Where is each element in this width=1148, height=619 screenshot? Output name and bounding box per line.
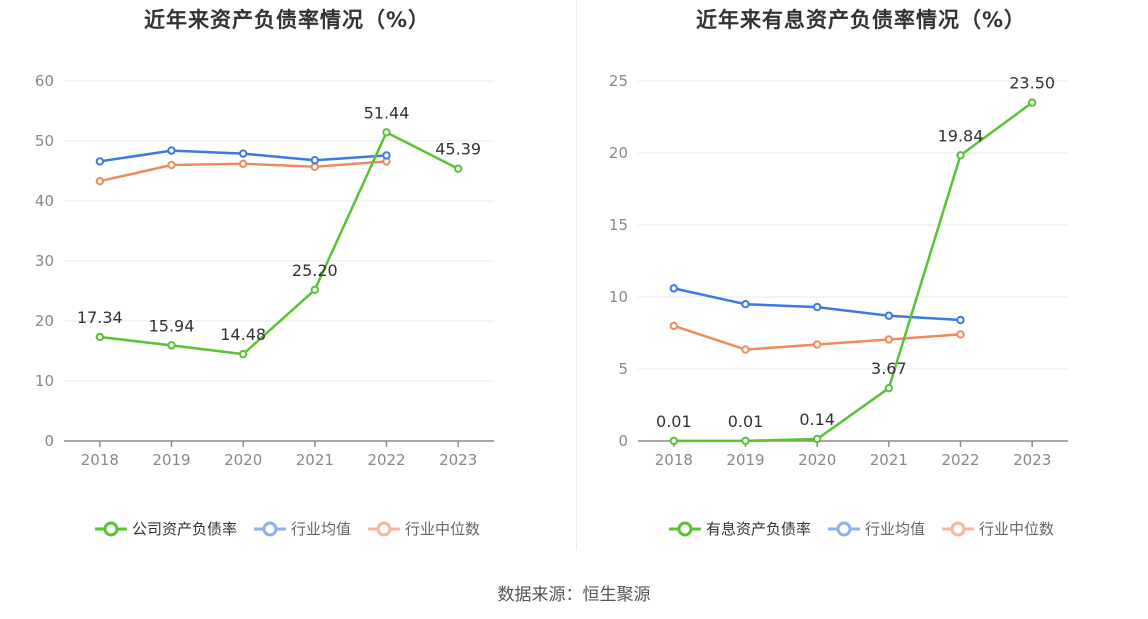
data-label: 45.39 [435,140,481,159]
data-point [812,302,822,312]
panel-divider [576,0,577,550]
data-point [95,332,105,342]
y-tick-label: 15 [609,216,628,234]
x-tick-label: 2020 [224,451,262,469]
legend-label: 有息资产负债率 [705,520,811,538]
data-point [167,160,176,170]
legend-label: 行业中位数 [405,520,481,538]
data-label: 0.14 [799,410,835,429]
series-line [99,131,459,356]
debt-ratio-plot: 0 10 20 30 40 50 60 2018 2019 2020 2021 2022 2023 17.… [35,72,494,469]
legend-label: 公司资产负债率 [131,520,237,538]
x-tick-label: 2021 [296,451,334,469]
data-point [382,128,391,137]
y-tick-label: 0 [618,432,628,450]
legend-label: 行业中位数 [979,520,1055,538]
data-point [956,330,965,339]
legend: 公司资产负债率 行业均值 行业中位数 [0,518,574,539]
legend-label: 行业均值 [290,520,351,538]
data-label: 23.50 [1009,74,1055,93]
y-tick-label: 50 [35,132,54,150]
legend-line-icon [827,521,860,536]
x-tick-label: 2023 [1013,451,1051,469]
legend-line-icon [668,521,701,536]
data-point [238,159,248,169]
data-point [884,383,894,393]
y-tick-label: 5 [618,360,628,378]
interest-debt-ratio-chart-panel: 近年来有息资产负债率情况（%） 0 5 10 15 20 25 2018 2019 2020 20… [574,0,1148,560]
x-tick-label: 2018 [81,451,119,469]
debt-ratio-chart-panel: 近年来资产负债率情况（%） 0 10 20 30 40 50 60 2018 2019 2020 2… [0,0,574,560]
x-tick-label: 2022 [941,451,979,469]
data-point [310,285,320,294]
data-point [956,315,965,325]
x-tick-label: 2018 [655,451,693,469]
legend-line-icon [368,521,400,536]
data-point [238,149,248,158]
legend: 有息资产负债率 行业均值 行业中位数 [574,518,1148,539]
y-tick-label: 30 [35,252,54,270]
data-point [956,151,965,160]
data-point [669,284,679,293]
y-tick-label: 20 [609,144,628,162]
data-source-note: 数据来源：恒生聚源 [497,585,651,605]
x-tick-label: 2023 [439,451,477,469]
legend-item-company[interactable]: 有息资产负债率 [668,518,811,539]
chart-title: 近年来资产负债率情况（%） [143,8,431,32]
data-point [167,341,176,350]
data-point [669,321,679,330]
data-point [310,156,320,165]
data-label: 0.01 [656,412,692,431]
y-tick-label: 10 [609,288,628,306]
y-tick-label: 10 [35,372,54,390]
legend-line-icon [253,521,286,536]
legend-item-industry-avg[interactable]: 行业均值 [253,518,351,539]
data-label: 51.44 [364,103,410,122]
data-point [310,162,320,172]
y-tick-label: 60 [35,72,54,90]
data-label: 0.01 [728,412,764,431]
data-point [453,164,463,173]
x-tick-label: 2020 [798,451,836,469]
legend-label: 行业均值 [864,520,925,538]
data-point [167,146,176,155]
data-label: 19.84 [938,126,984,145]
y-tick-label: 25 [609,72,628,90]
data-point [382,151,391,160]
chart-title: 近年来有息资产负债率情况（%） [695,8,1027,32]
x-tick-label: 2019 [726,451,764,469]
data-point [741,300,750,309]
series-line [673,101,1033,443]
data-point [95,177,105,186]
data-point [95,157,105,166]
legend-item-industry-median[interactable]: 行业中位数 [941,518,1054,539]
y-tick-label: 0 [44,432,54,450]
x-tick-label: 2019 [152,451,190,469]
data-label: 3.67 [871,359,907,378]
legend-item-industry-avg[interactable]: 行业均值 [827,518,925,539]
legend-line-icon [94,521,127,536]
x-tick-label: 2021 [870,451,908,469]
data-point [669,436,679,446]
data-label: 17.34 [77,308,123,327]
x-tick-label: 2022 [367,451,405,469]
data-point [238,349,248,359]
data-point [884,335,894,344]
data-label: 14.48 [220,325,266,344]
legend-item-industry-median[interactable]: 行业中位数 [367,518,480,539]
data-point [884,311,894,320]
y-tick-label: 20 [35,312,54,330]
legend-line-icon [942,521,974,536]
data-point [741,345,750,354]
data-point [1027,98,1037,107]
data-label: 15.94 [149,316,195,335]
data-label: 25.20 [292,261,338,280]
y-tick-label: 40 [35,192,54,210]
data-point [741,436,750,446]
data-point [812,340,822,349]
legend-item-company[interactable]: 公司资产负债率 [94,518,237,539]
data-point [812,434,822,444]
interest-debt-ratio-plot: 0 5 10 15 20 25 2018 2019 2020 2021 2022 2023 0.01 0.… [609,72,1068,469]
